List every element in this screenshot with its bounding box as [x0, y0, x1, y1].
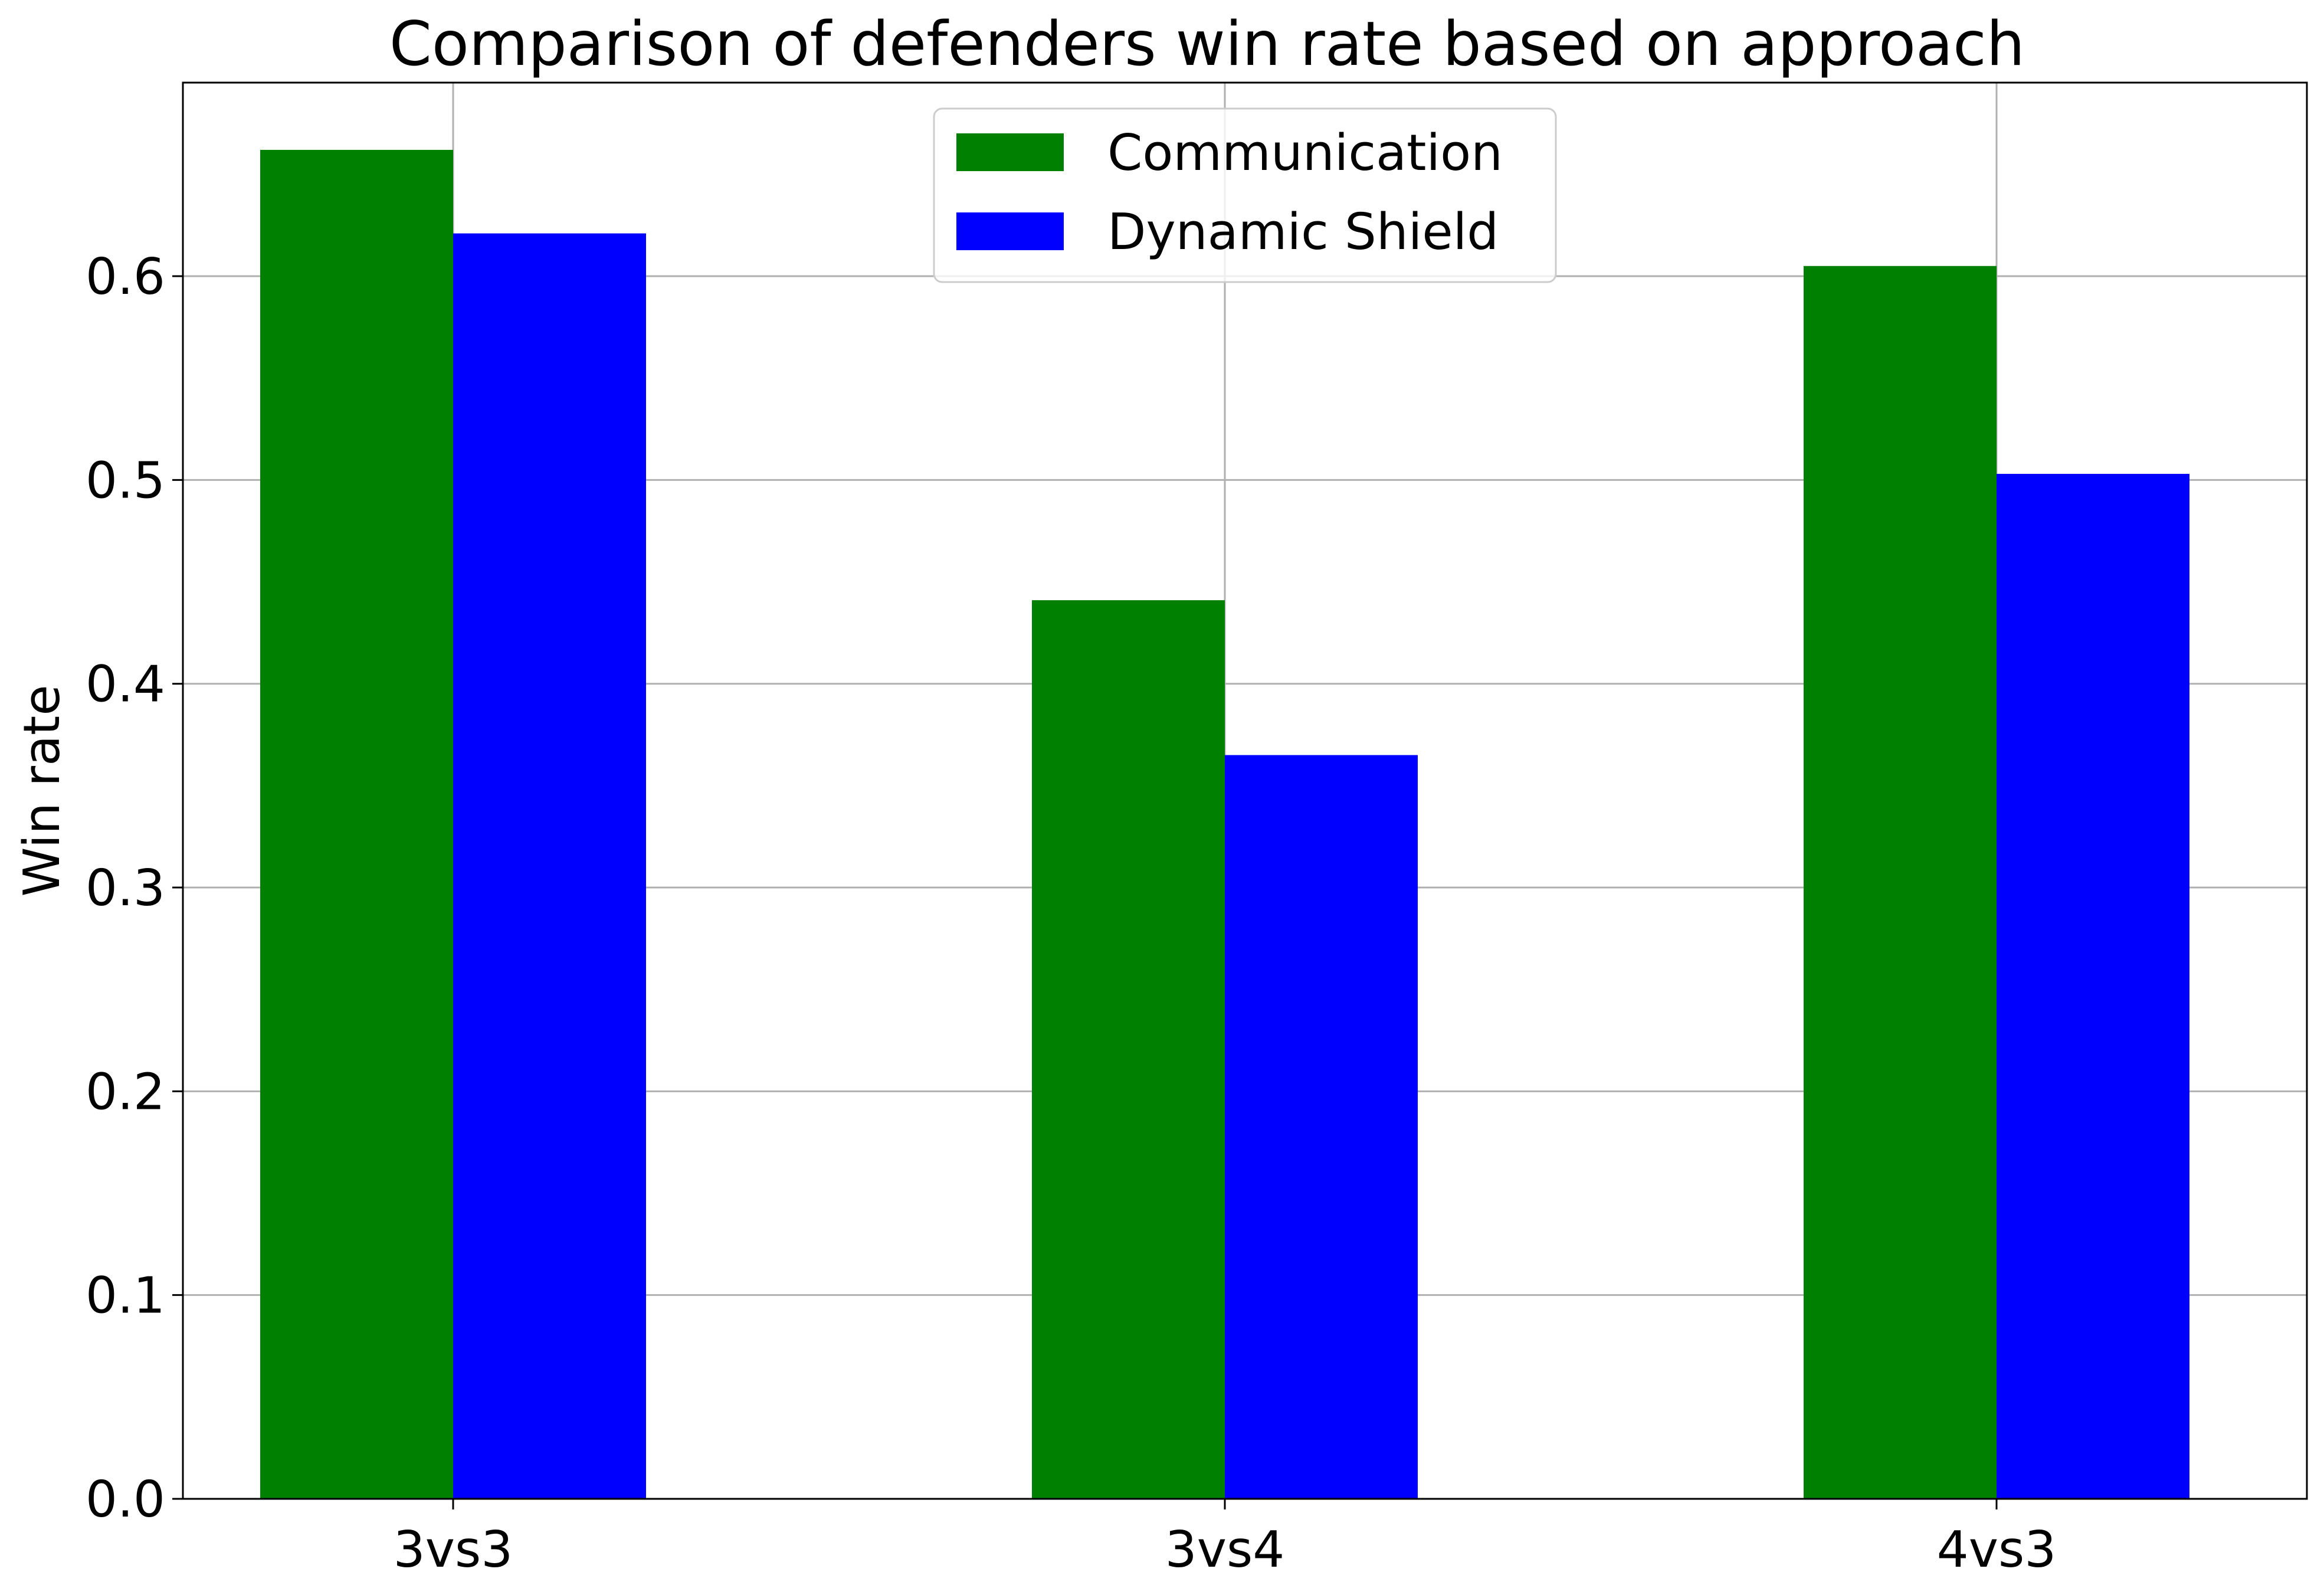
y-tick-label: 0.0 — [86, 1471, 165, 1529]
y-tick-label: 0.4 — [86, 656, 165, 714]
legend-swatch — [956, 133, 1064, 171]
y-tick-label: 0.1 — [86, 1267, 165, 1325]
bar-communication-3vs3 — [260, 149, 453, 1499]
bar-dynamic-shield-4vs3 — [1997, 474, 2189, 1499]
y-tick-label: 0.6 — [86, 248, 165, 306]
legend-frame — [933, 107, 1557, 283]
y-tick-label: 0.3 — [86, 859, 165, 918]
bar-dynamic-shield-3vs4 — [1225, 755, 1418, 1499]
y-tick-label: 0.5 — [86, 451, 165, 510]
bar-communication-4vs3 — [1804, 266, 1997, 1499]
x-tick-label: 4vs3 — [1937, 1521, 2057, 1579]
plot-frame — [182, 81, 2308, 1500]
legend-swatch — [956, 212, 1064, 250]
x-tick-label: 3vs4 — [1165, 1521, 1285, 1579]
legend-label: Communication — [1107, 124, 1503, 182]
y-axis-ticks: 0.0 0.1 0.2 0.3 0.4 0.5 0.6 — [86, 248, 183, 1529]
y-axis-label: Win rate — [13, 685, 71, 896]
y-tick-label: 0.2 — [86, 1063, 165, 1121]
x-tick-label: 3vs3 — [394, 1521, 513, 1579]
x-axis-ticks: 3vs3 3vs4 4vs3 — [394, 1499, 2057, 1579]
legend: Communication Dynamic Shield — [933, 107, 1557, 283]
chart-title: Comparison of defenders win rate based o… — [389, 9, 2025, 80]
bars — [260, 149, 2189, 1499]
bar-dynamic-shield-3vs3 — [453, 233, 646, 1499]
bar-communication-3vs4 — [1032, 600, 1225, 1499]
legend-label: Dynamic Shield — [1107, 203, 1499, 261]
